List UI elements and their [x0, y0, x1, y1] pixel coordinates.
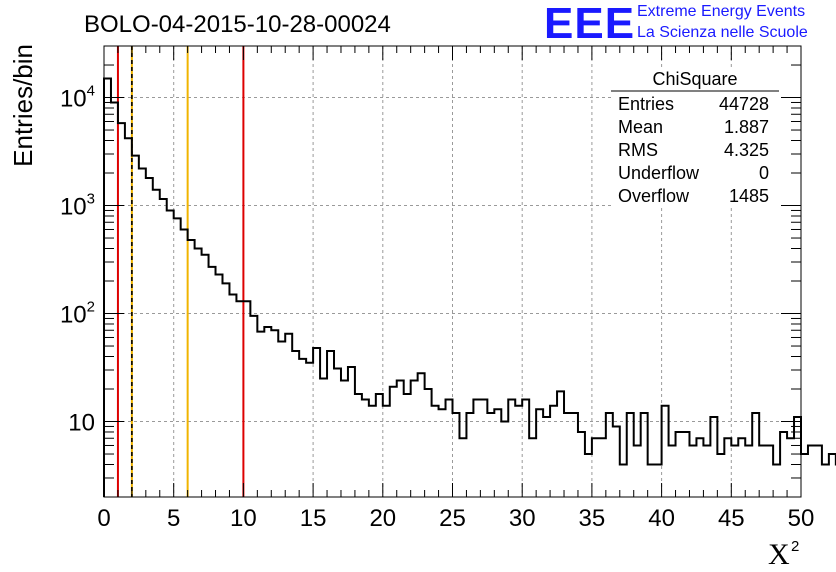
y-tick-label-exponent: 4 — [87, 83, 95, 100]
y-tick-label-base: 10 — [60, 302, 87, 329]
histogram-steps — [103, 77, 836, 497]
x-tick-label: 30 — [509, 505, 536, 532]
stats-box-background — [611, 70, 779, 208]
x-tick-label: 50 — [788, 505, 815, 532]
stats-row-label: Overflow — [618, 186, 690, 206]
y-tick-label-exponent: 2 — [87, 299, 95, 316]
grid-lines — [104, 46, 801, 497]
x-tick-label: 15 — [300, 505, 327, 532]
stats-row-label: Mean — [618, 117, 663, 137]
y-tick-label: 102 — [60, 299, 95, 329]
y-tick-label-base: 10 — [60, 194, 87, 221]
x-tick-label: 25 — [439, 505, 466, 532]
x-axis-label: X 2 — [768, 538, 799, 571]
stats-row-value: 1.887 — [724, 117, 769, 137]
histogram-series — [103, 77, 836, 497]
stats-row-label: Entries — [618, 94, 674, 114]
stats-row-value: 4.325 — [724, 140, 769, 160]
stats-box: ChiSquare Entries 44728 Mean 1.887 RMS 4.325 Un… — [611, 69, 779, 208]
x-tick-label: 40 — [648, 505, 675, 532]
logo-line-2: La Scienza nelle Scuole — [637, 24, 808, 41]
x-tick-label: 45 — [718, 505, 745, 532]
threshold-markers — [116, 46, 245, 497]
y-tick-label-exponent: 3 — [87, 191, 95, 208]
eee-logo-mark: EEE — [544, 0, 636, 48]
y-tick-label: 103 — [60, 191, 95, 221]
chart-title: BOLO-04-2015-10-28-00024 — [84, 11, 391, 38]
stats-box-title: ChiSquare — [652, 69, 737, 89]
axis-ticks — [103, 45, 802, 498]
stats-row-value: 1485 — [729, 186, 769, 206]
x-tick-labels: 0 5 10 15 20 25 30 35 40 45 50 — [97, 505, 814, 532]
x-axis-label-exponent: 2 — [791, 538, 799, 555]
x-tick-label: 5 — [167, 505, 180, 532]
x-tick-label: 20 — [369, 505, 396, 532]
logo-line-1: Extreme Energy Events — [637, 3, 806, 20]
x-axis-label-base: X — [768, 538, 790, 571]
y-tick-label: 104 — [60, 83, 95, 113]
x-tick-label: 10 — [230, 505, 257, 532]
y-tick-label-base: 10 — [68, 410, 95, 437]
stats-row-label: Underflow — [618, 163, 700, 183]
y-axis-label: Entries/bin — [8, 44, 38, 167]
stats-row-label: RMS — [618, 140, 658, 160]
x-tick-label: 0 — [97, 505, 110, 532]
x-tick-label: 35 — [579, 505, 606, 532]
y-tick-label-base: 10 — [60, 86, 87, 113]
stats-row-value: 0 — [759, 163, 769, 183]
y-tick-label: 10 — [68, 410, 95, 437]
stats-row-value: 44728 — [719, 94, 769, 114]
